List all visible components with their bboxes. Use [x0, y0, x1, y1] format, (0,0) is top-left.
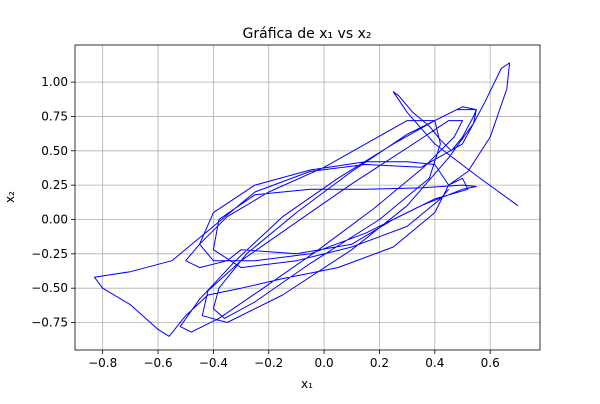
plot-frame — [74, 44, 541, 351]
y-tick-label: 0.25 — [41, 178, 68, 192]
x-tick-label: −0.4 — [199, 356, 228, 370]
x-axis-label: x₁ — [301, 377, 313, 391]
x-tick-label: 0.4 — [425, 356, 444, 370]
x-tick-label: 0.0 — [315, 356, 334, 370]
x-tick-label: 0.6 — [481, 356, 500, 370]
y-tick-label: −0.75 — [31, 316, 68, 330]
trajectory-line — [93, 62, 519, 337]
chart-title: Gráfica de x₁ vs x₂ — [243, 26, 372, 42]
y-tick-label: 0.00 — [41, 212, 68, 226]
y-tick-label: 0.75 — [41, 109, 68, 123]
y-tick-label: 0.50 — [41, 144, 68, 158]
y-tick-label: 1.00 — [41, 75, 68, 89]
x-tick-label: −0.8 — [88, 356, 117, 370]
x-tick-label: −0.2 — [254, 356, 283, 370]
y-tick-label: −0.25 — [31, 247, 68, 261]
y-axis-label: x₂ — [3, 191, 17, 203]
x-tick-label: −0.6 — [143, 356, 172, 370]
x-tick-label: 0.2 — [370, 356, 389, 370]
y-tick-label: −0.50 — [31, 281, 68, 295]
